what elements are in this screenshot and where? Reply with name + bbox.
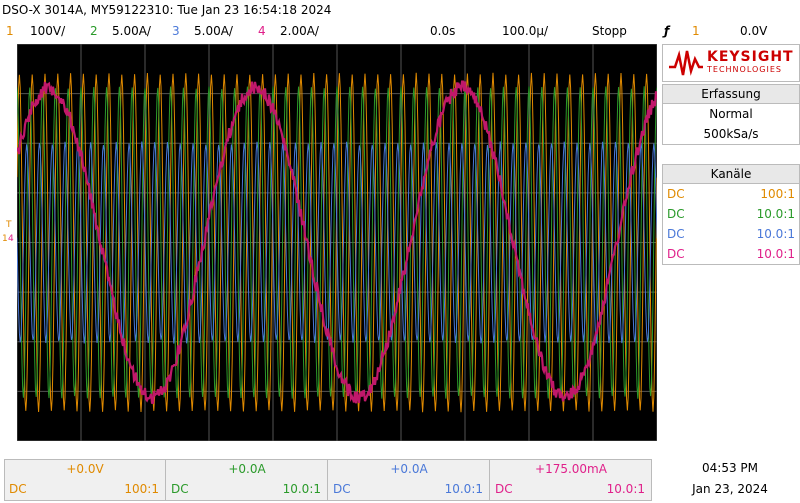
ch4-trace bbox=[17, 80, 657, 405]
ch2-offset: +0.0A bbox=[228, 462, 266, 476]
ch3-offset-coupling: DC bbox=[333, 482, 351, 496]
ch1-probe: 100:1 bbox=[760, 187, 795, 201]
offset-bar: +0.0V DC 100:1 +0.0A DC 10.0:1 +0.0A DC … bbox=[4, 459, 652, 501]
ch4-offset-cell[interactable]: +175.00mA DC 10.0:1 bbox=[491, 460, 651, 500]
ch2-scale[interactable]: 5.00A/ bbox=[112, 24, 151, 38]
ch3-probe: 10.0:1 bbox=[756, 227, 795, 241]
ch3-scale[interactable]: 5.00A/ bbox=[194, 24, 233, 38]
ch1-scale[interactable]: 100V/ bbox=[30, 24, 66, 38]
channels-header: Kanäle bbox=[663, 165, 799, 184]
keysight-logo: KEYSIGHT TECHNOLOGIES bbox=[662, 44, 800, 82]
ch1-offset-cell[interactable]: +0.0V DC 100:1 bbox=[5, 460, 166, 500]
ch2-number[interactable]: 2 bbox=[90, 24, 98, 38]
ch1-number[interactable]: 1 bbox=[6, 24, 14, 38]
ch4-number[interactable]: 4 bbox=[258, 24, 266, 38]
clock-date: Jan 23, 2024 bbox=[692, 482, 768, 496]
trigger-channel[interactable]: 1 bbox=[692, 24, 700, 38]
sample-rate: 500kSa/s bbox=[703, 127, 759, 141]
ch2-offset-coupling: DC bbox=[171, 482, 189, 496]
ch1-ground-marker[interactable]: 1 bbox=[2, 234, 8, 244]
keysight-wave-icon bbox=[669, 50, 703, 76]
instrument-title: DSO-X 3014A, MY59122310: Tue Jan 23 16:5… bbox=[2, 3, 332, 17]
channel-row-3[interactable]: DC 10.0:1 bbox=[663, 224, 799, 244]
trigger-marker: T bbox=[6, 220, 12, 230]
ch4-offset-probe: 10.0:1 bbox=[606, 482, 645, 496]
title-bar: DSO-X 3014A, MY59122310: Tue Jan 23 16:5… bbox=[0, 0, 800, 20]
ch1-trace bbox=[17, 72, 657, 413]
ch3-coupling: DC bbox=[667, 227, 685, 241]
ch3-number[interactable]: 3 bbox=[172, 24, 180, 38]
clock: 04:53 PM Jan 23, 2024 bbox=[660, 458, 800, 500]
acquisition-header: Erfassung bbox=[663, 85, 799, 104]
ch1-offset-coupling: DC bbox=[9, 482, 27, 496]
ch4-offset-coupling: DC bbox=[495, 482, 513, 496]
ch2-coupling: DC bbox=[667, 207, 685, 221]
waveform-display[interactable] bbox=[17, 44, 657, 441]
logo-brand: KEYSIGHT bbox=[707, 49, 794, 65]
ch3-offset: +0.0A bbox=[390, 462, 428, 476]
ch2-offset-probe: 10.0:1 bbox=[282, 482, 321, 496]
clock-time: 04:53 PM bbox=[702, 461, 758, 475]
channel-markers: T 1 4 bbox=[0, 220, 16, 260]
ch3-offset-cell[interactable]: +0.0A DC 10.0:1 bbox=[329, 460, 490, 500]
ch1-offset-probe: 100:1 bbox=[124, 482, 159, 496]
ch1-offset: +0.0V bbox=[66, 462, 104, 476]
ch2-probe: 10.0:1 bbox=[756, 207, 795, 221]
logo-subtitle: TECHNOLOGIES bbox=[707, 65, 782, 74]
ch4-probe: 10.0:1 bbox=[756, 247, 795, 261]
channels-panel[interactable]: Kanäle DC 100:1 DC 10.0:1 DC 10.0:1 DC 1… bbox=[662, 164, 800, 265]
acquisition-mode: Normal bbox=[709, 107, 753, 121]
ch4-scale[interactable]: 2.00A/ bbox=[280, 24, 319, 38]
ch3-offset-probe: 10.0:1 bbox=[444, 482, 483, 496]
ch4-ground-marker[interactable]: 4 bbox=[8, 234, 14, 244]
channel-row-4[interactable]: DC 10.0:1 bbox=[663, 244, 799, 264]
acquisition-panel[interactable]: Erfassung Normal 500kSa/s bbox=[662, 84, 800, 145]
ch3-trace bbox=[17, 141, 657, 344]
waveform-svg bbox=[17, 44, 657, 441]
ch4-coupling: DC bbox=[667, 247, 685, 261]
ch4-offset: +175.00mA bbox=[535, 462, 607, 476]
channel-row-1[interactable]: DC 100:1 bbox=[663, 184, 799, 204]
run-state[interactable]: Stopp bbox=[592, 24, 627, 38]
time-delay[interactable]: 0.0s bbox=[430, 24, 456, 38]
trigger-icon: ƒ bbox=[664, 24, 670, 38]
time-scale[interactable]: 100.0µ/ bbox=[502, 24, 549, 38]
channel-bar: 1 100V/ 2 5.00A/ 3 5.00A/ 4 2.00A/ 0.0s … bbox=[0, 20, 800, 42]
trigger-level[interactable]: 0.0V bbox=[740, 24, 768, 38]
ch2-offset-cell[interactable]: +0.0A DC 10.0:1 bbox=[167, 460, 328, 500]
ch1-coupling: DC bbox=[667, 187, 685, 201]
channel-row-2[interactable]: DC 10.0:1 bbox=[663, 204, 799, 224]
